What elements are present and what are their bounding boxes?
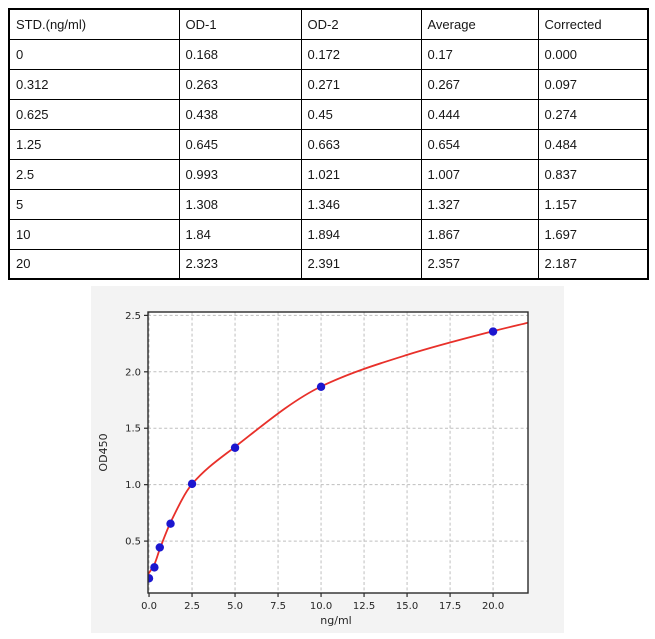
column-header: OD-1 [178,8,302,40]
column-header: Average [420,8,539,40]
table-row: 0.312 0.263 0.271 0.267 0.097 [8,68,649,100]
table-row: 1.25 0.645 0.663 0.654 0.484 [8,128,649,160]
data-point [148,574,154,583]
table-cell: 1.25 [8,128,180,160]
plot-area [148,312,528,593]
standard-curve-figure: 0.0 2.5 5.0 7.5 10.0 12.5 15.0 17.5 20.0 0.5 1.0 1.… [91,286,564,633]
table-cell: 0.274 [537,98,649,130]
table-cell: 1.894 [300,218,422,250]
table-cell: 0.438 [178,98,302,130]
table-cell: 0.312 [8,68,180,100]
x-tick-label: 10.0 [310,601,332,612]
data-point [230,443,240,452]
y-tick-label: 1.0 [125,480,141,491]
data-point [316,382,326,392]
table-row: 2.5 0.993 1.021 1.007 0.837 [8,158,649,190]
table-row: 20 2.323 2.391 2.357 2.187 [8,248,649,280]
y-tick-label: 2.5 [125,311,141,322]
table-cell: 1.157 [537,188,649,220]
table-header-row: STD.(ng/ml) OD-1 OD-2 Average Corrected [8,8,649,40]
table-cell: 0.271 [300,68,422,100]
table-cell: 0.993 [178,158,302,190]
y-tick-label: 1.5 [125,424,141,435]
y-tick-label: 0.5 [125,537,141,548]
table-cell: 5 [8,188,180,220]
table-cell: 0.17 [420,38,539,70]
table-cell: 0.654 [420,128,539,160]
table-cell: 20 [8,248,180,280]
standard-curve-chart: 0.0 2.5 5.0 7.5 10.0 12.5 15.0 17.5 20.0 0.5 1.0 1.… [97,311,529,627]
table-cell: 0 [8,38,180,70]
table-cell: 0.267 [420,68,539,100]
table-cell: 0.663 [300,128,422,160]
table-cell: 0.097 [537,68,649,100]
x-tick-label: 0.0 [141,601,157,612]
table-row: 0.625 0.438 0.45 0.444 0.274 [8,98,649,130]
table-cell: 1.021 [300,158,422,190]
x-tick-label: 12.5 [353,601,375,612]
x-tick-label: 17.5 [439,601,461,612]
table-cell: 0.168 [178,38,302,70]
table-cell: 0.837 [537,158,649,190]
table-body: 0 0.168 0.172 0.17 0.000 0.312 0.263 0.271 0.267… [8,38,649,280]
table-cell: 0.645 [178,128,302,160]
y-axis-label: OD450 [97,433,110,471]
table-row: 5 1.308 1.346 1.327 1.157 [8,188,649,220]
x-tick-label: 15.0 [396,601,418,612]
table-cell: 2.391 [300,248,422,280]
x-tick-label: 7.5 [270,601,286,612]
table-cell: 0.000 [537,38,649,70]
table-cell: 1.327 [420,188,539,220]
y-tick-label: 2.0 [125,367,141,378]
x-tick-label: 2.5 [184,601,200,612]
table-cell: 0.263 [178,68,302,100]
column-header: STD.(ng/ml) [8,8,180,40]
plot-border [147,311,529,594]
data-point [155,543,164,552]
data-point [488,327,498,336]
table-row: 0 0.168 0.172 0.17 0.000 [8,38,649,70]
table-row: 10 1.84 1.894 1.867 1.697 [8,218,649,250]
column-header: OD-2 [300,8,422,40]
table-header: STD.(ng/ml) OD-1 OD-2 Average Corrected [8,8,649,40]
x-tick-label: 5.0 [227,601,243,612]
table-cell: 2.357 [420,248,539,280]
table-cell: 10 [8,218,180,250]
table-cell: 1.308 [178,188,302,220]
data-point [150,563,159,572]
standards-table: STD.(ng/ml) OD-1 OD-2 Average Corrected 0 0.1… [8,8,649,280]
table-cell: 2.187 [537,248,649,280]
table-cell: 1.346 [300,188,422,220]
table-cell: 0.172 [300,38,422,70]
x-axis-label: ng/ml [320,614,351,627]
column-header: Corrected [537,8,649,40]
standards-table-container: STD.(ng/ml) OD-1 OD-2 Average Corrected 0 0.1… [8,8,649,280]
x-tick-label: 20.0 [482,601,504,612]
table-cell: 2.5 [8,158,180,190]
table-cell: 1.007 [420,158,539,190]
data-point [187,479,197,489]
table-cell: 0.45 [300,98,422,130]
table-cell: 0.625 [8,98,180,130]
table-cell: 2.323 [178,248,302,280]
table-cell: 1.84 [178,218,302,250]
table-cell: 0.484 [537,128,649,160]
data-point [166,519,175,528]
table-cell: 1.867 [420,218,539,250]
table-cell: 0.444 [420,98,539,130]
table-cell: 1.697 [537,218,649,250]
